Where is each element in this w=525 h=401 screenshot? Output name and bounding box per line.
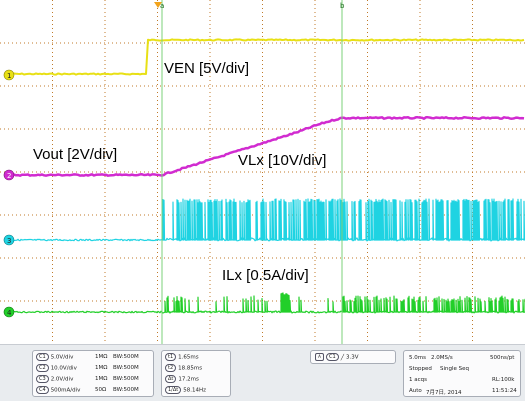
waveform-display: a b 1 2 3 4 VEN [5V/div] Vout [2V/div] V… — [0, 0, 525, 344]
waveform-traces — [9, 38, 525, 314]
cursor-row-delta-t: Δt 17.2ms — [165, 375, 199, 384]
trigger-mode: Auto — [409, 388, 422, 394]
record-length: RL:100k — [492, 377, 515, 383]
c2-impedance: 1MΩ — [95, 365, 108, 371]
channel-row-c1[interactable]: C1 5.0V/div — [36, 353, 73, 362]
ch1-ground-marker[interactable]: 1 — [3, 69, 15, 81]
cursor-row-frequency: 1/Δt 58.14Hz — [165, 386, 206, 395]
svg-text:2: 2 — [7, 172, 11, 180]
c2-bandwidth: BW:500M — [113, 365, 139, 371]
cursor-row-t1: t1 1.65ms — [165, 353, 199, 362]
timebase: 5.0ms — [409, 355, 426, 361]
status-bar: C1 5.0V/div C2 10.0V/div C3 2.0V/div C4 500m… — [0, 344, 525, 401]
c1-impedance: 1MΩ — [95, 354, 108, 360]
c3-impedance: 1MΩ — [95, 376, 108, 382]
trigger-slope-icon: ╱ — [340, 354, 344, 361]
cursor-row-t2: t2 18.85ms — [165, 364, 202, 373]
date: 7月7日, 2014 — [426, 390, 462, 396]
ch2-vout-trace — [9, 116, 525, 177]
ilx-label: ILx [0.5A/div] — [222, 267, 309, 284]
svg-text:1: 1 — [7, 72, 11, 80]
channel-row-c2[interactable]: C2 10.0V/div — [36, 364, 77, 373]
acquisition-panel[interactable]: 5.0ms 2.0MS/s 500ns/pt Stopped Single Se… — [403, 350, 521, 397]
ch3-ground-marker[interactable]: 3 — [3, 234, 15, 246]
channel-settings-panel[interactable]: C1 5.0V/div C2 10.0V/div C3 2.0V/div C4 500m… — [32, 350, 154, 397]
ch2-ground-marker[interactable]: 2 — [3, 169, 15, 181]
cursor-a-label: a — [160, 2, 164, 10]
svg-text:3: 3 — [7, 237, 11, 245]
c1-bandwidth: BW:500M — [113, 354, 139, 360]
channel-row-c3[interactable]: C3 2.0V/div — [36, 375, 73, 384]
c3-bandwidth: BW:500M — [113, 376, 139, 382]
cursor-readout-panel[interactable]: t1 1.65ms t2 18.85ms Δt 17.2ms 1/Δt 58.14Hz — [161, 350, 231, 397]
ch1-ven-trace — [9, 38, 525, 76]
ch3-vlx-trace — [9, 198, 525, 242]
sample-rate: 2.0MS/s — [431, 355, 453, 361]
c4-bandwidth: BW:500M — [113, 387, 139, 393]
resolution: 500ns/pt — [490, 355, 515, 361]
trigger-readout: A C1 ╱ 3.3V — [315, 353, 359, 362]
ch4-ground-marker[interactable]: 4 — [3, 306, 15, 318]
vlx-label: VLx [10V/div] — [238, 152, 326, 169]
graticule-grid — [0, 0, 525, 344]
trigger-position-marker[interactable] — [154, 2, 162, 8]
ven-label: VEN [5V/div] — [164, 60, 249, 77]
trigger-icon: A — [315, 353, 324, 361]
ch4-ilx-trace — [9, 292, 525, 314]
c4-impedance: 50Ω — [95, 387, 107, 393]
channel-row-c4[interactable]: C4 500mA/div — [36, 386, 80, 395]
time: 11:51:24 — [492, 388, 517, 394]
trigger-panel[interactable]: A C1 ╱ 3.3V — [310, 350, 396, 364]
acquisition-state: Stopped — [409, 366, 432, 372]
acquisition-count: 1 acqs — [409, 377, 427, 383]
acquisition-mode: Single Seq — [440, 366, 470, 372]
vout-label: Vout [2V/div] — [33, 146, 117, 163]
svg-text:4: 4 — [7, 309, 12, 317]
cursor-b-label: b — [340, 2, 345, 10]
